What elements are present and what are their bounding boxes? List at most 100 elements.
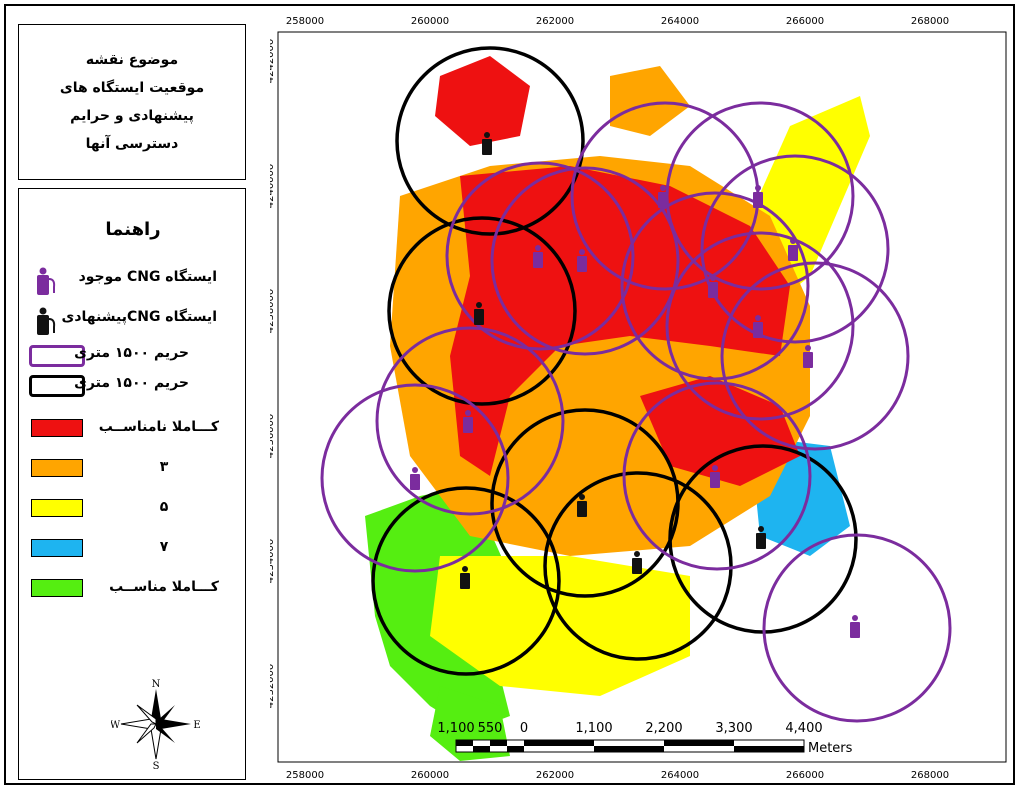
y-label-4232000: 4232000 bbox=[270, 664, 276, 709]
existing-buffer-swatch bbox=[29, 345, 85, 367]
scale-bar-ticks bbox=[455, 739, 805, 753]
proposed-station-5 bbox=[460, 566, 470, 589]
class-9-swatch bbox=[31, 579, 83, 597]
legend-item-existing-station: ایستگاه CNG موجود bbox=[19, 265, 247, 297]
proposed-buffer-2 bbox=[387, 216, 577, 406]
existing-buffer-6 bbox=[620, 191, 810, 381]
legend-label-existing-buffer: حریم ۱۵۰۰ متری bbox=[74, 345, 189, 361]
proposed-station-2 bbox=[474, 302, 484, 325]
existing-station-1 bbox=[533, 245, 543, 268]
existing-buffer-7 bbox=[665, 231, 855, 421]
x-label-262000-top: 262000 bbox=[536, 16, 574, 27]
legend-item-proposed-buffer: حریم ۱۵۰۰ متری bbox=[19, 371, 247, 403]
existing-buffer-12 bbox=[762, 533, 952, 723]
legend-label-class-3: ۳ bbox=[159, 459, 169, 475]
y-label-4236000: 4236000 bbox=[270, 414, 276, 459]
legend-label-proposed-buffer: حریم ۱۵۰۰ متری bbox=[74, 375, 189, 391]
existing-station-10 bbox=[410, 467, 420, 490]
proposed-buffer-1 bbox=[395, 46, 585, 236]
existing-pump-icon bbox=[37, 267, 56, 295]
legend-label-class-9: کـــاملا مناســب bbox=[109, 579, 219, 595]
existing-station-2 bbox=[577, 249, 587, 272]
legend-item-existing-buffer: حریم ۱۵۰۰ متری bbox=[19, 341, 247, 373]
class-3-swatch bbox=[31, 459, 83, 477]
x-label-258000-bottom: 258000 bbox=[286, 770, 324, 781]
existing-station-12 bbox=[850, 615, 860, 638]
legend-label-class-5: ۵ bbox=[159, 499, 169, 515]
title-line-1: موضوع نقشه bbox=[85, 52, 179, 68]
scale-bar: 1,100 550 0 1,100 2,200 3,300 4,400 Mete… bbox=[437, 721, 852, 756]
existing-station-3 bbox=[658, 185, 668, 208]
proposed-buffer-5 bbox=[371, 486, 561, 676]
scale-label-3: 1,100 bbox=[575, 721, 612, 736]
existing-stations bbox=[410, 185, 860, 638]
existing-buffer-8 bbox=[720, 261, 910, 451]
legend-item-class-3: ۳ bbox=[19, 455, 247, 487]
existing-station-8 bbox=[803, 345, 813, 368]
y-label-4240000: 4240000 bbox=[270, 164, 276, 209]
zone-moderate-5 bbox=[430, 556, 690, 696]
scale-label-0: 1,100 bbox=[437, 721, 474, 736]
proposed-station-4 bbox=[632, 551, 642, 574]
x-label-268000-bottom: 268000 bbox=[911, 770, 949, 781]
x-label-266000-top: 266000 bbox=[786, 16, 824, 27]
existing-buffer-1 bbox=[445, 161, 635, 351]
left-y-axis: 4242000 4240000 4238000 4236000 4234000 … bbox=[270, 39, 276, 709]
legend-item-proposed-station: ایستگاه CNGپیشنهادی bbox=[19, 305, 247, 337]
map-frame bbox=[4, 4, 1015, 785]
south-letter: S bbox=[153, 761, 160, 769]
existing-buffer-5 bbox=[700, 154, 890, 344]
existing-buffers bbox=[320, 101, 952, 723]
top-x-axis: 258000 260000 262000 264000 266000 26800… bbox=[286, 16, 949, 27]
legend-label-existing: ایستگاه CNG موجود bbox=[78, 269, 217, 285]
scale-label-4: 2,200 bbox=[645, 721, 682, 736]
north-arrow-icon: N S E W bbox=[111, 679, 201, 769]
x-label-260000-bottom: 260000 bbox=[411, 770, 449, 781]
legend-heading: راهنما bbox=[105, 219, 161, 240]
x-label-268000-top: 268000 bbox=[911, 16, 949, 27]
class-7-swatch bbox=[31, 539, 83, 557]
x-label-260000-top: 260000 bbox=[411, 16, 449, 27]
title-line-2: موقعیت ایستگاه های bbox=[59, 80, 205, 96]
existing-station-7 bbox=[753, 315, 763, 338]
existing-station-9 bbox=[463, 410, 473, 433]
existing-station-11 bbox=[710, 465, 720, 488]
class-5-swatch bbox=[31, 499, 83, 517]
zone-unsuitable bbox=[450, 166, 790, 476]
existing-buffer-11 bbox=[622, 381, 812, 571]
y-label-4234000: 4234000 bbox=[270, 539, 276, 584]
existing-buffer-9 bbox=[375, 326, 565, 516]
legend-label-class-1: کـــاملا نامناســب bbox=[98, 419, 219, 435]
existing-station-4 bbox=[753, 185, 763, 208]
proposed-stations bbox=[460, 132, 766, 589]
existing-station-5 bbox=[788, 238, 798, 261]
x-label-264000-bottom: 264000 bbox=[661, 770, 699, 781]
legend-item-class-1: کـــاملا نامناســب bbox=[19, 415, 247, 447]
proposed-station-3 bbox=[577, 494, 587, 517]
x-label-266000-bottom: 266000 bbox=[786, 770, 824, 781]
x-label-258000-top: 258000 bbox=[286, 16, 324, 27]
legend-label-proposed: ایستگاه CNGپیشنهادی bbox=[61, 309, 218, 325]
class-1-swatch bbox=[31, 419, 83, 437]
existing-buffer-2 bbox=[490, 166, 680, 356]
proposed-pump-icon bbox=[37, 307, 56, 335]
scale-unit: Meters bbox=[808, 741, 853, 756]
y-label-4242000: 4242000 bbox=[270, 39, 276, 84]
bottom-x-axis: 258000 260000 262000 264000 266000 26800… bbox=[286, 770, 949, 781]
proposed-buffers bbox=[371, 46, 858, 676]
map-canvas: 258000 260000 262000 264000 266000 26800… bbox=[270, 16, 1007, 781]
scale-label-6: 4,400 bbox=[785, 721, 822, 736]
legend-item-class-5: ۵ bbox=[19, 495, 247, 527]
legend-panel: راهنما ایستگاه CNG موجود ایستگاه CNGپیشن… bbox=[18, 188, 246, 780]
existing-station-6 bbox=[708, 275, 718, 298]
existing-buffer-10 bbox=[320, 383, 510, 573]
scale-label-5: 3,300 bbox=[715, 721, 752, 736]
legend-label-class-7: ۷ bbox=[159, 539, 169, 555]
proposed-buffer-swatch bbox=[29, 375, 85, 397]
title-line-4: دسترسی آنها bbox=[85, 136, 179, 152]
scale-label-2: 0 bbox=[520, 721, 528, 736]
zone-unsuitable-nw bbox=[435, 56, 530, 146]
title-line-3: پیشنهادی و حرایم bbox=[70, 108, 194, 124]
proposed-station-6 bbox=[756, 526, 766, 549]
north-letter: N bbox=[152, 679, 161, 690]
